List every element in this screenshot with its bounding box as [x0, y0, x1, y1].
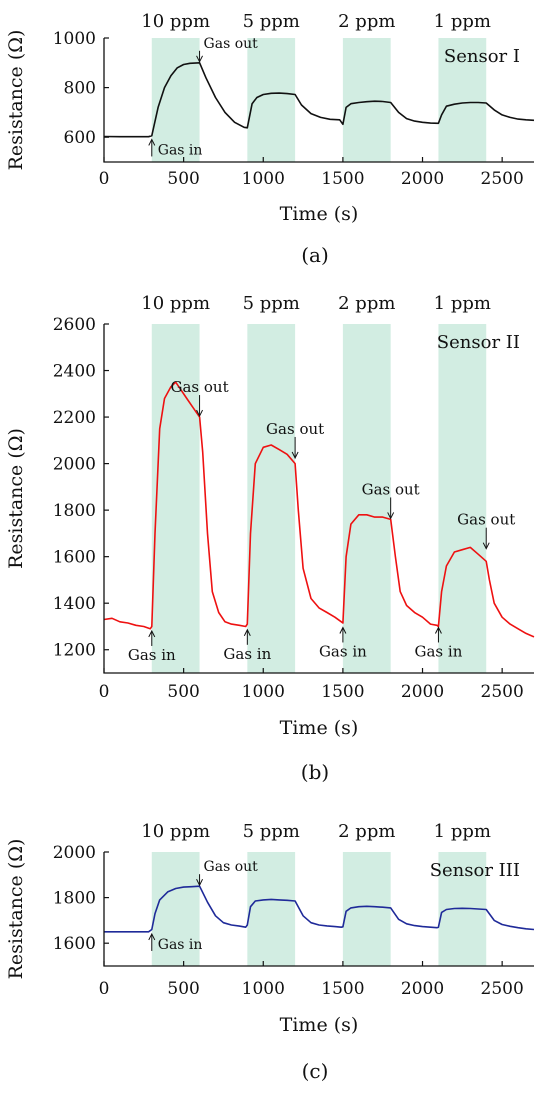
gas-in-label: Gas in — [158, 142, 203, 158]
y-tick-label: 2200 — [53, 408, 96, 428]
series-line — [103, 62, 535, 138]
concentration-label: 5 ppm — [243, 821, 300, 842]
y-tick-label: 2000 — [53, 843, 96, 863]
y-axis-label: Resistance (Ω) — [5, 30, 27, 171]
x-tick-label: 0 — [99, 979, 110, 999]
gas-band-4 — [438, 324, 487, 673]
y-tick-label: 1600 — [53, 934, 96, 954]
y-tick-label: 800 — [64, 79, 96, 99]
y-tick-label: 2600 — [53, 315, 96, 335]
x-tick-label: 2000 — [401, 169, 444, 189]
concentration-label: 10 ppm — [141, 11, 210, 32]
arrow-head — [434, 626, 442, 634]
x-tick-label: 2500 — [481, 682, 524, 702]
gas-out-label: Gas out — [170, 378, 228, 396]
x-tick-label: 500 — [167, 169, 199, 189]
x-tick-label: 1000 — [242, 169, 285, 189]
arrow-head — [148, 138, 156, 146]
x-tick-label: 1500 — [321, 979, 364, 999]
gas-band-2 — [247, 324, 296, 673]
sensor-label: Sensor III — [430, 860, 520, 881]
gas-band-1 — [151, 324, 200, 673]
gas-band-1 — [151, 852, 200, 966]
gas-band-4 — [438, 38, 487, 162]
arrow-head — [196, 55, 204, 63]
y-tick-label: 2000 — [53, 455, 96, 475]
x-tick-label: 1500 — [321, 682, 364, 702]
concentration-label: 10 ppm — [141, 293, 210, 314]
concentration-label: 1 ppm — [434, 11, 491, 32]
arrow-head — [196, 878, 204, 887]
chart-panel-1: 10 ppm 5 ppm 2 ppm 1 ppm 0 500 1000 1500 2000 250… — [5, 11, 535, 267]
panel-caption: (b) — [301, 760, 329, 784]
y-tick-label: 1200 — [53, 641, 96, 661]
x-tick-label: 0 — [99, 169, 110, 189]
arrow-head — [148, 932, 156, 941]
gas-out-label: Gas out — [266, 420, 324, 438]
gas-in-label: Gas in — [319, 642, 367, 660]
x-tick-label: 2500 — [481, 979, 524, 999]
chart-panel-3: 10 ppm 5 ppm 2 ppm 1 ppm 0 500 1000 1500 2000 250… — [5, 821, 535, 1083]
arrow-head — [196, 409, 204, 418]
x-axis-label: Time (s) — [280, 203, 359, 225]
y-tick-label: 1400 — [53, 594, 96, 614]
y-tick-label: 2400 — [53, 362, 96, 382]
arrow-head — [339, 626, 347, 634]
sensor-label: Sensor II — [437, 332, 520, 353]
x-tick-label: 1500 — [321, 169, 364, 189]
arrow-head — [148, 629, 156, 638]
gas-in-label: Gas in — [128, 646, 176, 664]
gas-band-3 — [342, 324, 391, 673]
gas-out-label: Gas out — [204, 859, 259, 875]
y-tick-label: 600 — [64, 128, 96, 148]
x-axis-label: Time (s) — [280, 717, 359, 739]
concentration-label: 1 ppm — [434, 821, 491, 842]
y-tick-label: 1800 — [53, 889, 96, 909]
y-tick-label: 1000 — [53, 29, 96, 49]
panel-caption: (a) — [301, 243, 329, 267]
x-axis-label: Time (s) — [280, 1014, 359, 1036]
panel-caption: (c) — [302, 1059, 329, 1083]
concentration-label: 5 ppm — [243, 11, 300, 32]
gas-out-label: Gas out — [362, 480, 420, 498]
arrow-head — [291, 451, 299, 460]
y-axis-label: Resistance (Ω) — [5, 428, 27, 569]
gas-in-label: Gas in — [158, 937, 203, 953]
x-tick-label: 1000 — [242, 979, 285, 999]
x-tick-label: 2500 — [481, 169, 524, 189]
concentration-label: 10 ppm — [141, 821, 210, 842]
x-tick-label: 0 — [99, 682, 110, 702]
concentration-label: 2 ppm — [338, 11, 395, 32]
series-line — [104, 885, 535, 933]
series-line — [103, 381, 535, 638]
gas-in-label: Gas in — [415, 642, 463, 660]
chart-panel-2: 10 ppm 5 ppm 2 ppm 1 ppm 0 500 1000 1500 2000 250… — [5, 293, 535, 784]
y-axis-label: Resistance (Ω) — [5, 839, 27, 980]
y-tick-label: 1600 — [53, 548, 96, 568]
gas-band-3 — [342, 852, 391, 966]
x-tick-label: 1000 — [242, 682, 285, 702]
x-tick-label: 500 — [167, 682, 199, 702]
arrow-head — [387, 512, 395, 520]
sensor-label: Sensor I — [444, 46, 520, 67]
concentration-label: 1 ppm — [434, 293, 491, 314]
x-tick-label: 500 — [167, 979, 199, 999]
concentration-label: 5 ppm — [243, 293, 300, 314]
x-tick-label: 2000 — [401, 682, 444, 702]
gas-band-3 — [342, 38, 391, 162]
gas-band-2 — [247, 852, 296, 966]
arrow-head — [243, 628, 251, 637]
arrow-head — [482, 542, 490, 550]
concentration-label: 2 ppm — [338, 821, 395, 842]
concentration-label: 2 ppm — [338, 293, 395, 314]
gas-out-label: Gas out — [457, 511, 515, 529]
gas-out-label: Gas out — [204, 36, 259, 52]
gas-in-label: Gas in — [223, 645, 271, 663]
y-tick-label: 1800 — [53, 501, 96, 521]
x-tick-label: 2000 — [401, 979, 444, 999]
